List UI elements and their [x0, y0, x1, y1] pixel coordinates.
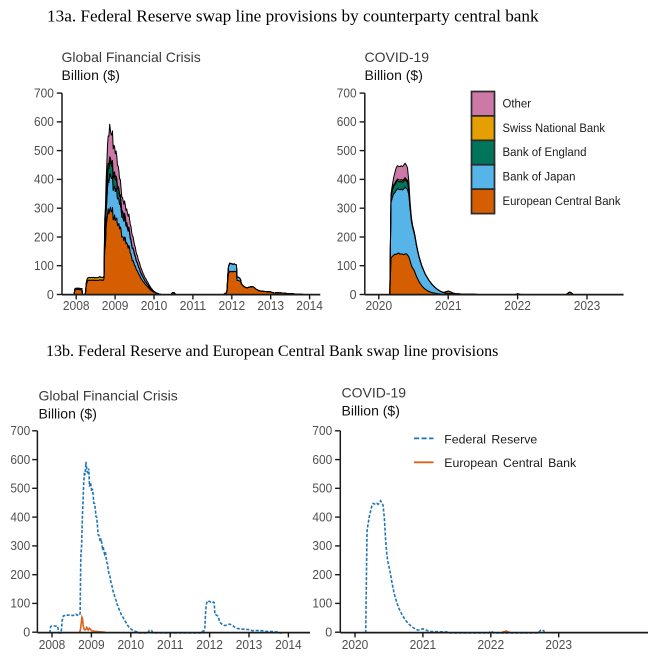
svg-text:2012: 2012	[219, 299, 246, 313]
svg-text:2020: 2020	[342, 638, 369, 652]
svg-text:0: 0	[350, 288, 357, 302]
svg-text:500: 500	[312, 482, 332, 496]
svg-text:2010: 2010	[141, 299, 168, 313]
svg-text:2013: 2013	[236, 638, 263, 652]
svg-text:0: 0	[47, 288, 54, 302]
svg-text:2009: 2009	[78, 638, 105, 652]
svg-text:2009: 2009	[102, 299, 129, 313]
svg-text:European Central Bank: European Central Bank	[444, 456, 577, 470]
svg-text:Global Financial Crisis: Global Financial Crisis	[39, 388, 178, 404]
svg-text:500: 500	[10, 482, 30, 496]
svg-text:Swiss National Bank: Swiss National Bank	[503, 121, 606, 135]
svg-text:Global Financial Crisis: Global Financial Crisis	[62, 49, 201, 65]
svg-text:200: 200	[34, 230, 54, 244]
svg-text:2022: 2022	[504, 299, 531, 313]
svg-text:2020: 2020	[366, 299, 393, 313]
svg-text:Other: Other	[503, 96, 532, 110]
svg-text:European Central Bank: European Central Bank	[503, 194, 622, 208]
svg-text:600: 600	[337, 115, 357, 129]
svg-text:600: 600	[312, 453, 332, 467]
svg-text:600: 600	[10, 453, 30, 467]
svg-text:400: 400	[337, 173, 357, 187]
svg-text:200: 200	[337, 230, 357, 244]
svg-text:100: 100	[312, 597, 332, 611]
svg-text:Bank of England: Bank of England	[503, 145, 587, 159]
svg-text:2021: 2021	[435, 299, 462, 313]
svg-text:700: 700	[337, 86, 357, 100]
svg-text:200: 200	[312, 568, 332, 582]
svg-text:Billion ($): Billion ($)	[62, 67, 120, 83]
svg-text:600: 600	[34, 115, 54, 129]
svg-text:700: 700	[34, 86, 54, 100]
svg-text:Federal Reserve: Federal Reserve	[444, 432, 537, 446]
svg-text:500: 500	[34, 144, 54, 158]
svg-text:Billion ($): Billion ($)	[365, 67, 423, 83]
svg-text:2014: 2014	[275, 638, 302, 652]
svg-text:13b. Federal Reserve and Europ: 13b. Federal Reserve and European Centra…	[46, 343, 498, 360]
svg-text:0: 0	[325, 626, 332, 640]
svg-text:200: 200	[10, 568, 30, 582]
svg-text:2011: 2011	[180, 299, 207, 313]
svg-text:300: 300	[337, 202, 357, 216]
svg-text:300: 300	[312, 539, 332, 553]
svg-text:100: 100	[34, 259, 54, 273]
svg-text:13a. Federal Reserve swap line: 13a. Federal Reserve swap line provision…	[47, 7, 539, 26]
svg-text:2021: 2021	[410, 638, 437, 652]
svg-text:0: 0	[23, 626, 30, 640]
svg-text:400: 400	[10, 510, 30, 524]
svg-text:Billion ($): Billion ($)	[39, 406, 97, 422]
svg-text:Bank of Japan: Bank of Japan	[503, 170, 576, 184]
svg-text:300: 300	[10, 539, 30, 553]
svg-text:400: 400	[312, 510, 332, 524]
svg-text:Billion ($): Billion ($)	[342, 403, 400, 419]
svg-text:2010: 2010	[118, 638, 145, 652]
svg-text:2023: 2023	[574, 299, 601, 313]
svg-text:2022: 2022	[478, 638, 505, 652]
svg-text:2013: 2013	[257, 299, 284, 313]
svg-text:700: 700	[312, 424, 332, 438]
svg-text:2008: 2008	[39, 638, 66, 652]
svg-text:100: 100	[10, 597, 30, 611]
svg-text:COVID-19: COVID-19	[365, 49, 430, 65]
svg-text:500: 500	[337, 144, 357, 158]
svg-text:COVID-19: COVID-19	[342, 385, 407, 401]
svg-text:2012: 2012	[196, 638, 223, 652]
svg-text:2023: 2023	[545, 638, 572, 652]
svg-text:2014: 2014	[296, 299, 323, 313]
svg-text:2011: 2011	[157, 638, 184, 652]
svg-text:400: 400	[34, 173, 54, 187]
svg-text:700: 700	[10, 424, 30, 438]
svg-text:2008: 2008	[63, 299, 90, 313]
svg-text:300: 300	[34, 202, 54, 216]
svg-text:100: 100	[337, 259, 357, 273]
